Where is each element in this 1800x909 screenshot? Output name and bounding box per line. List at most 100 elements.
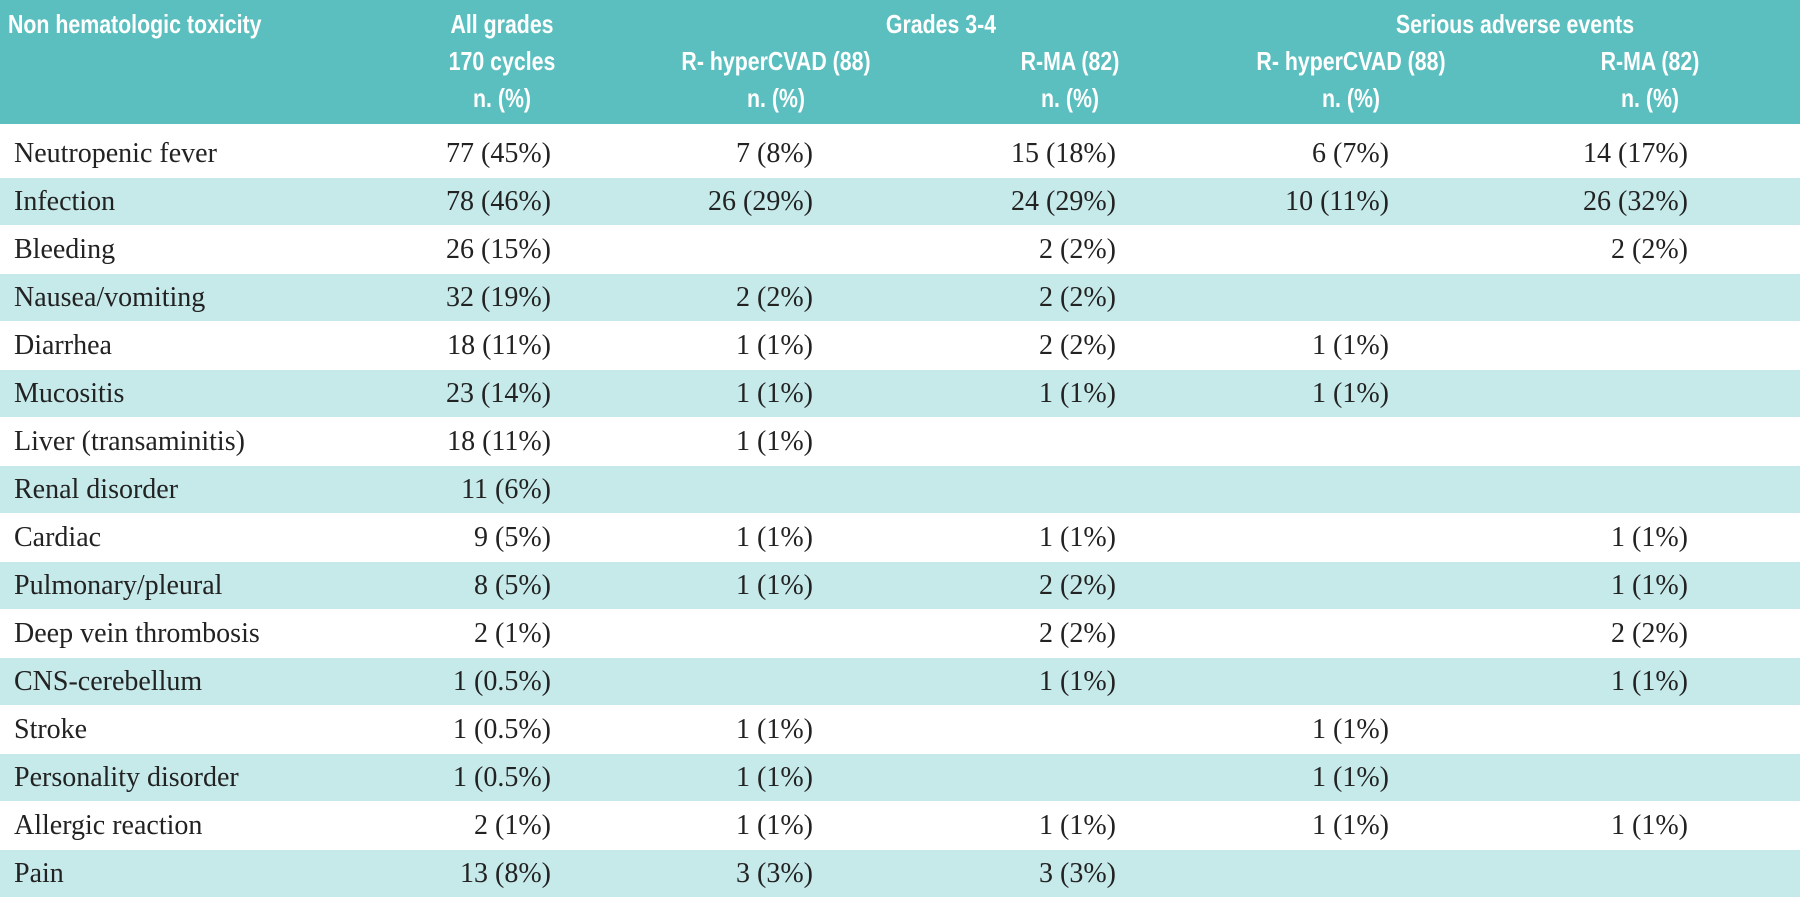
value-cell: 1 (0.5%) (453, 714, 551, 745)
table-row: CNS-cerebellum 1 (0.5%) 1 (1%) 1 (1%) (0, 658, 1800, 706)
value-cell: 14 (17%) (1583, 138, 1688, 169)
label-cell: Allergic reaction (14, 810, 203, 841)
table-row: Cardiac 9 (5%) 1 (1%) 1 (1%) 1 (1%) (0, 514, 1800, 562)
value-cell: 3 (3%) (736, 858, 813, 889)
value-cell: 1 (1%) (736, 378, 813, 409)
label-cell: Pulmonary/pleural (14, 570, 223, 601)
table-row: Deep vein thrombosis 2 (1%) 2 (2%) 2 (2%) (0, 610, 1800, 658)
value-cell: 32 (19%) (446, 282, 551, 313)
label-cell: Neutropenic fever (14, 138, 217, 169)
header-cell: R-MA (82) (1020, 46, 1120, 76)
table-row: Allergic reaction 2 (1%) 1 (1%) 1 (1%) 1 (1%… (0, 802, 1800, 850)
value-cell: 1 (1%) (1611, 810, 1688, 841)
value-cell: 11 (6%) (461, 474, 551, 505)
header-cell: R- hyperCVAD (88) (681, 46, 871, 76)
value-cell: 2 (2%) (1039, 570, 1116, 601)
header-cell: n. (%) (1321, 83, 1381, 113)
table-row: Mucositis 23 (14%) 1 (1%) 1 (1%) 1 (1%) (0, 370, 1800, 418)
value-cell: 1 (0.5%) (453, 762, 551, 793)
value-cell: 2 (2%) (736, 282, 813, 313)
value-cell: 10 (11%) (1285, 186, 1389, 217)
value-cell: 15 (18%) (1011, 138, 1116, 169)
value-cell: 9 (5%) (474, 522, 551, 553)
label-cell: Liver (transaminitis) (14, 426, 245, 457)
label-cell: CNS-cerebellum (14, 666, 203, 697)
value-cell: 2 (2%) (1039, 618, 1116, 649)
label-cell: Infection (14, 186, 116, 217)
value-cell: 1 (1%) (736, 570, 813, 601)
value-cell: 18 (11%) (447, 330, 551, 361)
header-cell: n. (%) (1620, 83, 1680, 113)
value-cell: 24 (29%) (1011, 186, 1116, 217)
value-cell: 1 (1%) (1039, 810, 1116, 841)
value-cell: 2 (1%) (474, 618, 551, 649)
label-cell: Bleeding (14, 234, 116, 265)
header-group: Grades 3-4 (885, 9, 997, 39)
value-cell: 1 (1%) (736, 330, 813, 361)
table-row: Diarrhea 18 (11%) 1 (1%) 2 (2%) 1 (1%) (0, 322, 1800, 370)
value-cell: 26 (32%) (1583, 186, 1688, 217)
value-cell: 26 (29%) (708, 186, 813, 217)
value-cell: 13 (8%) (460, 858, 551, 889)
label-cell: Cardiac (14, 522, 102, 553)
value-cell: 2 (2%) (1039, 330, 1116, 361)
value-cell: 23 (14%) (446, 378, 551, 409)
table-row: Personality disorder 1 (0.5%) 1 (1%) 1 (1%) (0, 754, 1800, 802)
value-cell: 2 (2%) (1611, 234, 1688, 265)
label-cell: Mucositis (14, 378, 125, 409)
value-cell: 1 (1%) (736, 522, 813, 553)
value-cell: 7 (8%) (736, 138, 813, 169)
value-cell: 77 (45%) (446, 138, 551, 169)
value-cell: 1 (1%) (1312, 378, 1389, 409)
label-cell: Renal disorder (14, 474, 179, 505)
value-cell: 1 (1%) (1039, 666, 1116, 697)
value-cell: 1 (1%) (736, 810, 813, 841)
header-cell: R-MA (82) (1600, 46, 1700, 76)
label-cell: Pain (14, 858, 64, 889)
value-cell: 18 (11%) (447, 426, 551, 457)
value-cell: 1 (1%) (1312, 810, 1389, 841)
table-row: Bleeding 26 (15%) 2 (2%) 2 (2%) (0, 226, 1800, 274)
table-row: Renal disorder 11 (6%) (0, 466, 1800, 514)
value-cell: 26 (15%) (446, 234, 551, 265)
value-cell: 78 (46%) (446, 186, 551, 217)
label-cell: Deep vein thrombosis (14, 618, 260, 649)
value-cell: 2 (2%) (1611, 618, 1688, 649)
header-cell: n. (%) (472, 83, 532, 113)
table-row: Neutropenic fever 77 (45%) 7 (8%) 15 (18%) 6… (0, 130, 1800, 178)
label-cell: Nausea/vomiting (14, 282, 206, 313)
value-cell: 2 (2%) (1039, 282, 1116, 313)
label-cell: Personality disorder (14, 762, 239, 793)
value-cell: 1 (1%) (736, 714, 813, 745)
value-cell: 1 (1%) (1312, 714, 1389, 745)
header-cell: R- hyperCVAD (88) (1256, 46, 1446, 76)
header-cell: n. (%) (746, 83, 806, 113)
value-cell: 6 (7%) (1312, 138, 1389, 169)
value-cell: 8 (5%) (474, 570, 551, 601)
value-cell: 1 (1%) (1312, 330, 1389, 361)
value-cell: 3 (3%) (1039, 858, 1116, 889)
header-group: Serious adverse events (1395, 9, 1635, 39)
table-row: Pulmonary/pleural 8 (5%) 1 (1%) 2 (2%) 1 (1%… (0, 562, 1800, 610)
header-cell: 170 cycles (448, 46, 556, 76)
value-cell: 1 (1%) (1611, 570, 1688, 601)
header-cell: Non hematologic toxicity (8, 9, 262, 39)
value-cell: 1 (1%) (1611, 666, 1688, 697)
value-cell: 1 (1%) (1312, 762, 1389, 793)
value-cell: 2 (2%) (1039, 234, 1116, 265)
table-row: Stroke 1 (0.5%) 1 (1%) 1 (1%) (0, 706, 1800, 754)
value-cell: 1 (1%) (1039, 378, 1116, 409)
header-cell: All grades (450, 9, 554, 39)
table-row: Liver (transaminitis) 18 (11%) 1 (1%) (0, 418, 1800, 466)
label-cell: Diarrhea (14, 330, 112, 361)
value-cell: 2 (1%) (474, 810, 551, 841)
table-row: Infection 78 (46%) 26 (29%) 24 (29%) 10 (11%… (0, 178, 1800, 226)
value-cell: 1 (1%) (736, 762, 813, 793)
value-cell: 1 (1%) (1611, 522, 1688, 553)
value-cell: 1 (0.5%) (453, 666, 551, 697)
label-cell: Stroke (14, 714, 88, 745)
value-cell: 1 (1%) (1039, 522, 1116, 553)
value-cell: 1 (1%) (736, 426, 813, 457)
table-header: Non hematologic toxicity All grades 170 … (0, 0, 1800, 124)
